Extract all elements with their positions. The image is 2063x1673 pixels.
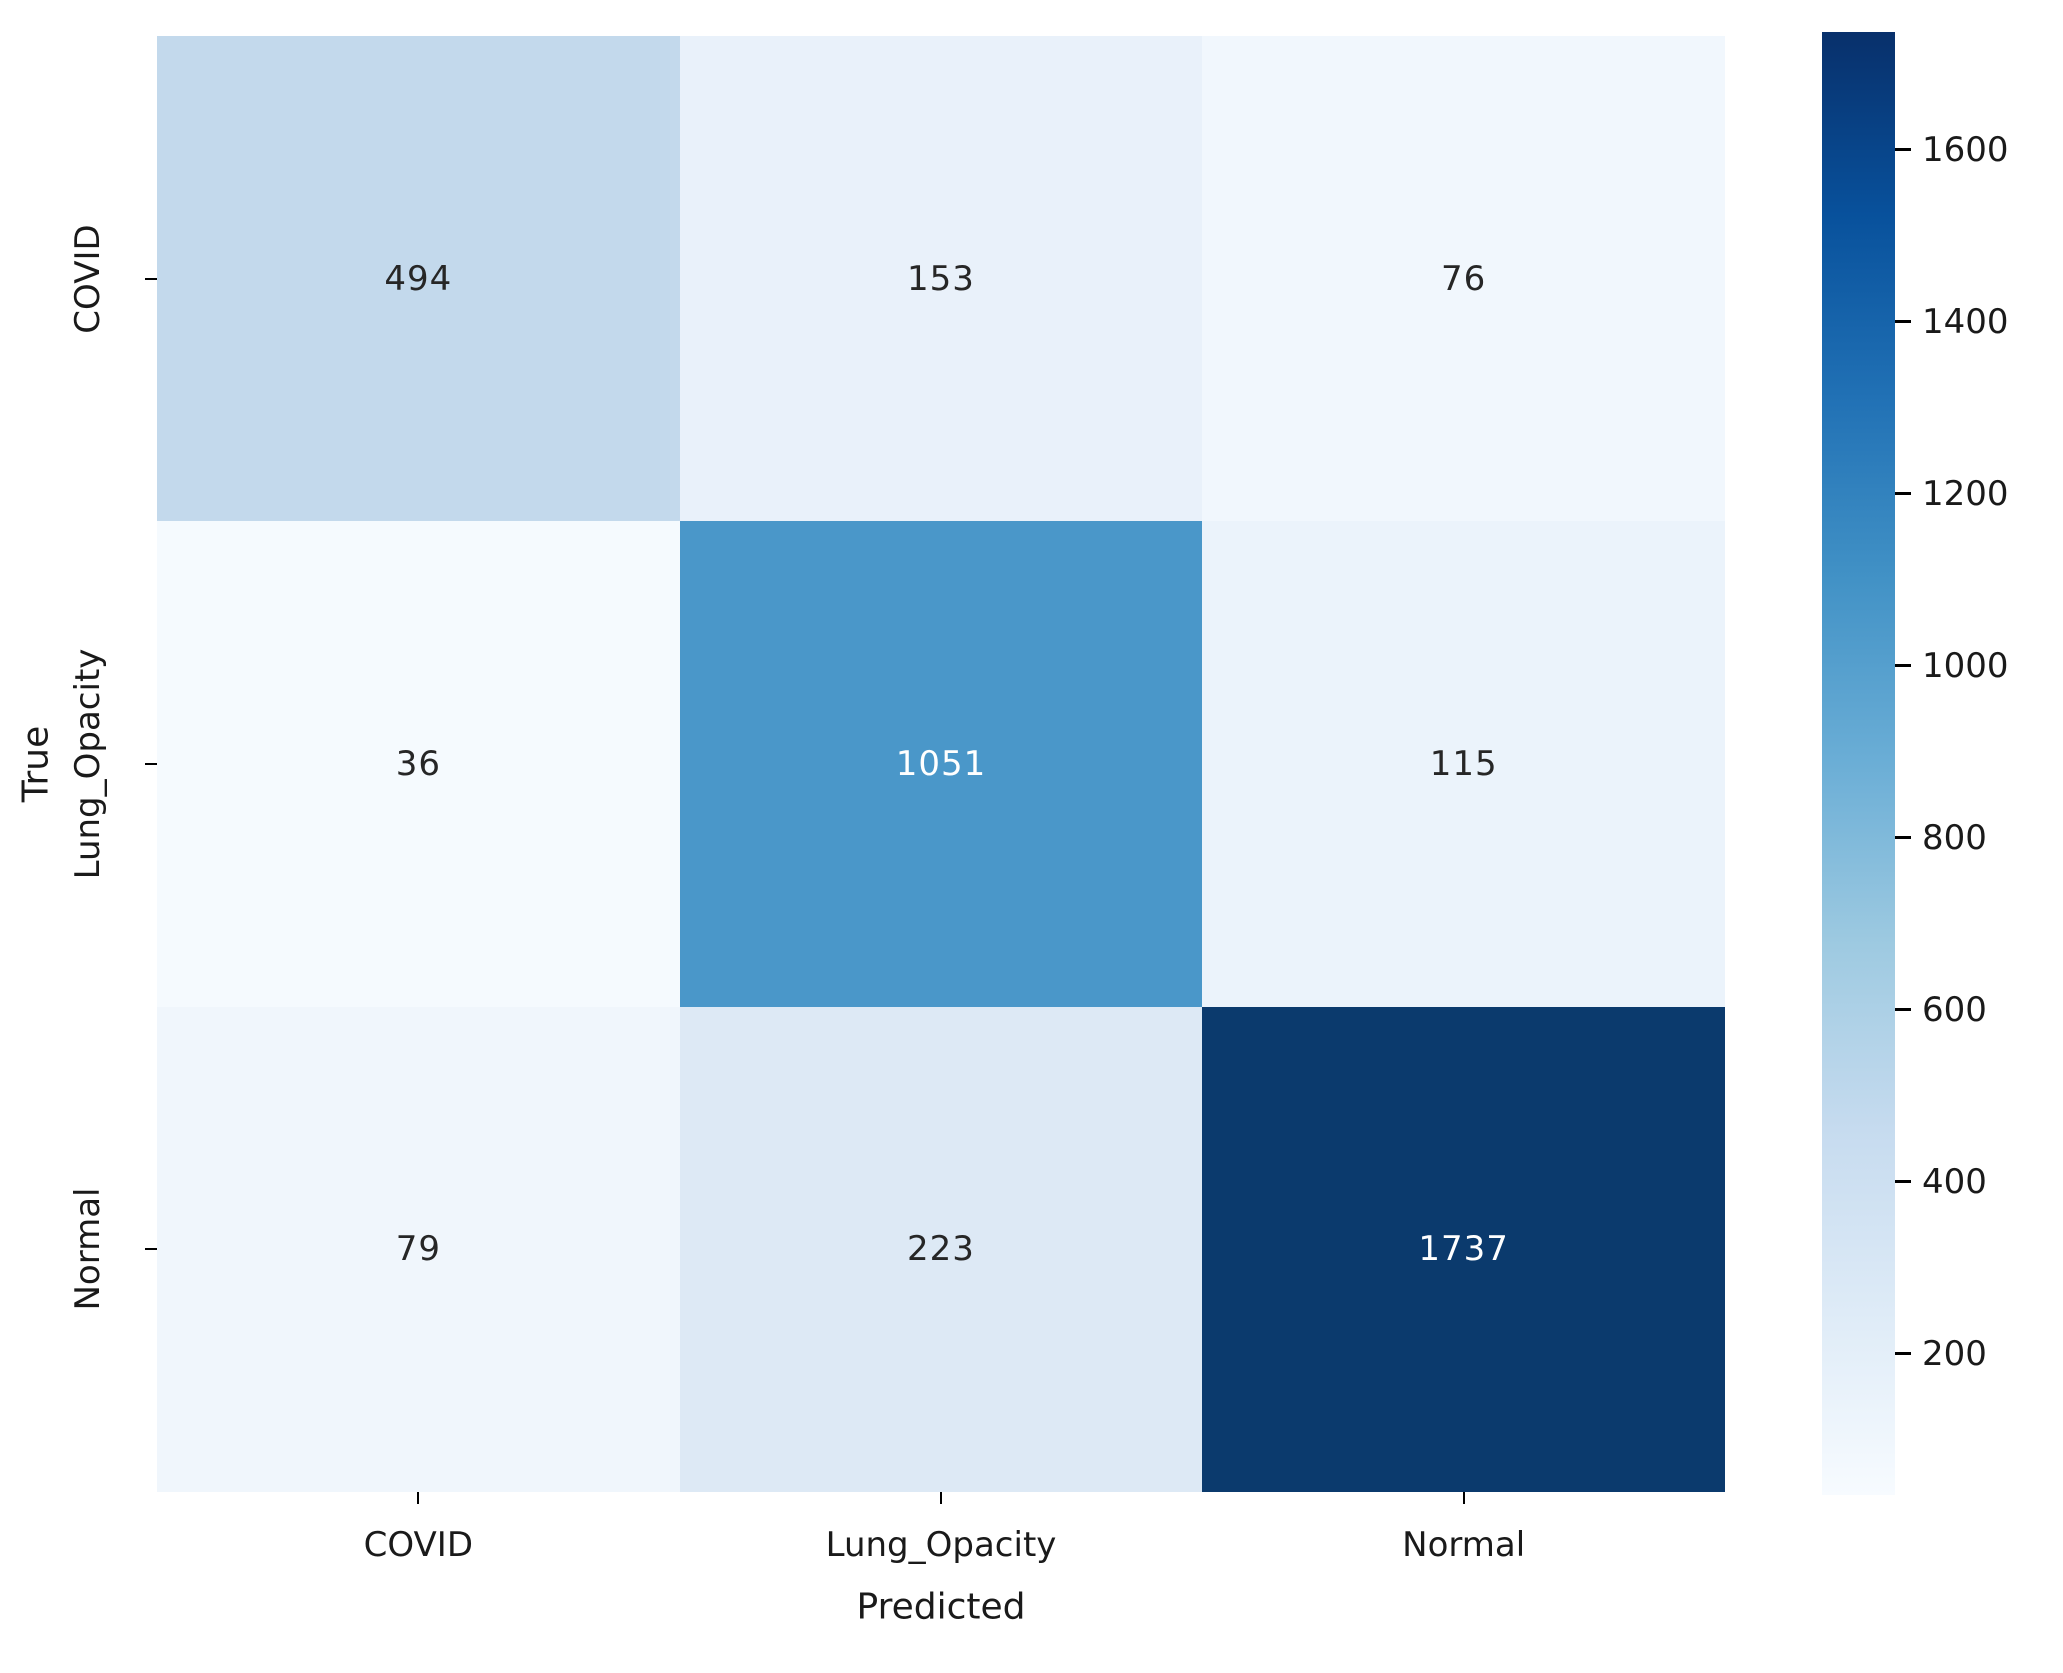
heatmap-cell-COVID-COVID: 494 <box>157 36 680 522</box>
colorbar-tick-mark-800 <box>1895 836 1911 840</box>
heatmap: 494 153 76 36 1051 115 79 223 1737 <box>157 36 1725 1492</box>
heatmap-cell-Lung_Opacity-Lung_Opacity: 1051 <box>679 521 1203 1007</box>
colorbar-tick-label-1200: 1200 <box>1922 473 2009 514</box>
y-tick-label-Normal: Normal <box>68 1187 108 1311</box>
colorbar-tick-label-1000: 1000 <box>1922 645 2009 686</box>
y-tick-mark-Lung_Opacity <box>145 763 157 765</box>
colorbar-tick-mark-1600 <box>1895 148 1911 152</box>
x-tick-mark-COVID <box>417 1492 420 1504</box>
colorbar-tick-mark-1200 <box>1895 492 1911 496</box>
heatmap-cell-Normal-Normal: 1737 <box>1202 1006 1725 1492</box>
y-tick-label-COVID: COVID <box>68 223 108 334</box>
colorbar <box>1822 32 1895 1495</box>
y-axis-title: True <box>15 725 57 803</box>
heatmap-cell-Normal-Lung_Opacity: 223 <box>679 1006 1203 1492</box>
heatmap-cell-Normal-COVID: 79 <box>157 1006 680 1492</box>
heatmap-cell-COVID-Lung_Opacity: 153 <box>679 36 1203 522</box>
colorbar-tick-mark-1400 <box>1895 320 1911 324</box>
colorbar-tick-label-1400: 1400 <box>1922 301 2009 342</box>
x-tick-label-Normal: Normal <box>1402 1525 1526 1565</box>
colorbar-tick-mark-600 <box>1895 1008 1911 1012</box>
colorbar-tick-label-200: 200 <box>1922 1333 1987 1374</box>
x-tick-mark-Lung_Opacity <box>940 1492 942 1504</box>
colorbar-tick-label-800: 800 <box>1922 817 1987 858</box>
y-tick-label-Lung_Opacity: Lung_Opacity <box>68 648 108 880</box>
colorbar-tick-mark-1000 <box>1895 664 1911 668</box>
colorbar-tick-label-400: 400 <box>1922 1161 1987 1202</box>
x-tick-label-COVID: COVID <box>363 1525 474 1565</box>
colorbar-tick-label-1600: 1600 <box>1922 129 2009 170</box>
y-tick-mark-Normal <box>145 1248 157 1251</box>
y-tick-mark-COVID <box>145 277 157 280</box>
colorbar-tick-label-600: 600 <box>1922 989 1987 1030</box>
x-axis-title: Predicted <box>856 1586 1026 1628</box>
x-tick-label-Lung_Opacity: Lung_Opacity <box>825 1525 1057 1565</box>
colorbar-tick-mark-400 <box>1895 1180 1911 1184</box>
x-tick-mark-Normal <box>1462 1492 1465 1504</box>
heatmap-cell-Lung_Opacity-COVID: 36 <box>157 521 680 1007</box>
heatmap-cell-COVID-Normal: 76 <box>1202 36 1725 522</box>
colorbar-tick-mark-200 <box>1895 1352 1911 1356</box>
heatmap-cell-Lung_Opacity-Normal: 115 <box>1202 521 1725 1007</box>
